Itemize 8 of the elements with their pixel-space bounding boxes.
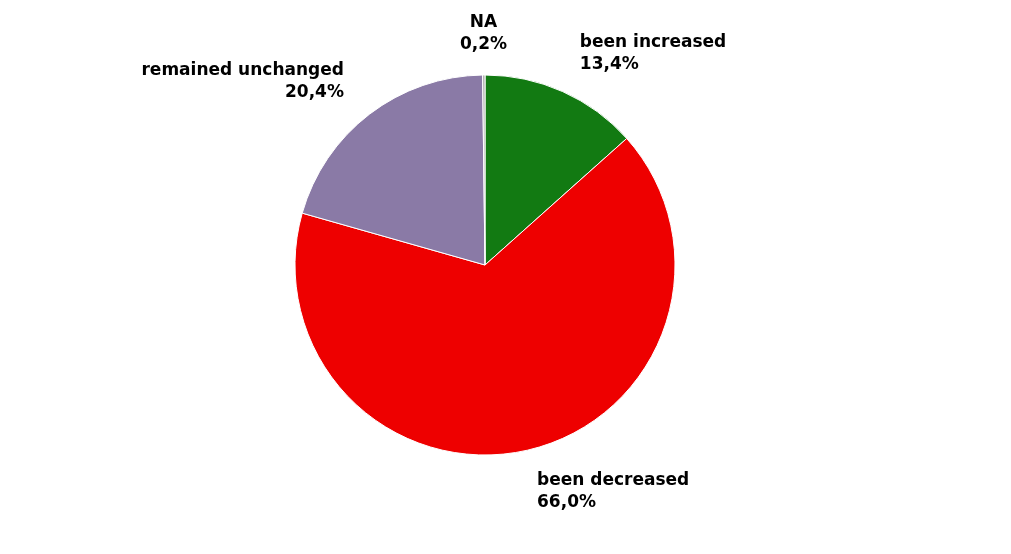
data-label: 13,4% bbox=[579, 53, 639, 74]
data-label: 66,0% bbox=[537, 491, 597, 512]
slice-label: been increased bbox=[579, 31, 727, 52]
slice-label: been decreased bbox=[537, 469, 690, 490]
slice-label: NA bbox=[469, 11, 499, 31]
data-label: 20,4% bbox=[284, 80, 344, 101]
data-label: 0,2% bbox=[459, 33, 508, 53]
slice-label: remained unchanged bbox=[141, 58, 344, 79]
